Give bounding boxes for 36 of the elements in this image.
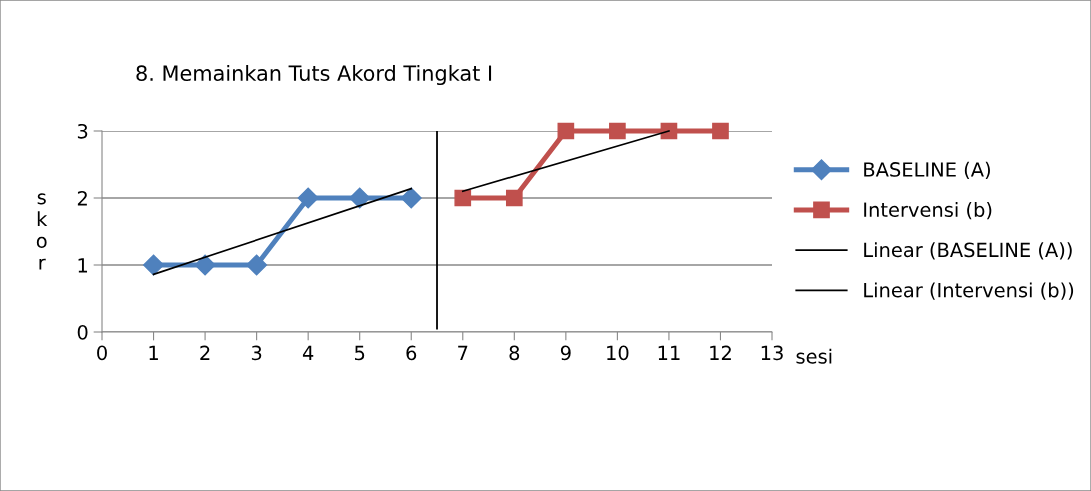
x-tick-label: 6 bbox=[406, 345, 417, 361]
point bbox=[349, 187, 371, 209]
legend-label: Intervensi (b) bbox=[864, 201, 992, 220]
y-tick-label: 0 bbox=[77, 324, 88, 340]
x-tick-label: 11 bbox=[658, 345, 680, 360]
x-tick-label: 9 bbox=[560, 345, 571, 361]
legend-label: BASELINE (A) bbox=[864, 161, 990, 180]
point bbox=[609, 122, 626, 140]
x-tick-label: 1 bbox=[149, 345, 158, 360]
point bbox=[505, 189, 523, 207]
point bbox=[454, 189, 472, 207]
x-tick-label: 5 bbox=[355, 345, 365, 361]
point bbox=[194, 254, 216, 276]
point bbox=[143, 254, 165, 276]
y-tick-label: 3 bbox=[77, 123, 88, 139]
point bbox=[557, 122, 575, 140]
point bbox=[246, 254, 268, 276]
x-tick-label: 0 bbox=[97, 345, 107, 361]
x-tick-label: 4 bbox=[302, 345, 314, 360]
x-tick-label: 12 bbox=[710, 345, 731, 360]
legend-label: Linear (BASELINE (A)) bbox=[864, 242, 1072, 260]
x-tick-label: 13 bbox=[761, 345, 783, 361]
y-axis-title: skor bbox=[36, 193, 48, 270]
y-tick-label: 2 bbox=[77, 190, 87, 206]
x-tick-label: 2 bbox=[200, 345, 210, 360]
point bbox=[297, 187, 319, 209]
x-tick-label: 8 bbox=[509, 345, 520, 361]
x-axis-title: sesi bbox=[796, 348, 832, 364]
x-tick-label: 7 bbox=[458, 345, 468, 360]
legend-label: Linear (Intervensi (b)) bbox=[864, 282, 1074, 300]
point bbox=[712, 122, 729, 140]
x-tick-label: 3 bbox=[251, 345, 262, 361]
y-tick-label: 1 bbox=[78, 258, 88, 273]
x-tick-label: 10 bbox=[607, 345, 629, 361]
point bbox=[400, 187, 422, 209]
chart-title: 8. Memainkan Tuts Akord Tingkat I bbox=[136, 64, 492, 86]
